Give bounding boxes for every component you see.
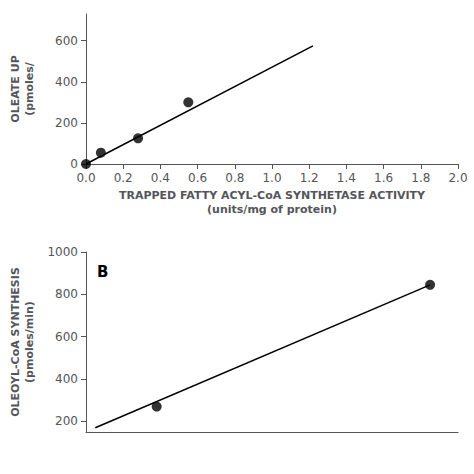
svg-text:OLEATE UP: OLEATE UP [9,55,22,122]
svg-text:1.2: 1.2 [300,171,319,185]
svg-text:1000: 1000 [47,245,78,259]
svg-text:400: 400 [55,75,78,89]
svg-text:1.0: 1.0 [262,171,281,185]
svg-text:B: B [97,263,108,281]
svg-text:TRAPPED FATTY ACYL-CoA SYNTHET: TRAPPED FATTY ACYL-CoA SYNTHETASE ACTIVI… [119,189,426,202]
svg-text:0.6: 0.6 [188,171,207,185]
svg-text:400: 400 [55,372,78,386]
svg-text:0.8: 0.8 [225,171,244,185]
svg-text:1.8: 1.8 [411,171,430,185]
svg-text:600: 600 [55,330,78,344]
svg-text:200: 200 [55,414,78,428]
svg-text:0.4: 0.4 [151,171,170,185]
svg-text:1.4: 1.4 [337,171,356,185]
svg-text:0: 0 [70,157,78,171]
svg-text:OLEOYL-CoA SYNTHESIS: OLEOYL-CoA SYNTHESIS [9,267,22,417]
svg-text:800: 800 [55,287,78,301]
svg-text:2.0: 2.0 [448,171,467,185]
svg-text:0.2: 0.2 [114,171,133,185]
svg-text:(units/mg of protein): (units/mg of protein) [207,203,337,216]
svg-text:600: 600 [55,34,78,48]
svg-text:0.0: 0.0 [76,171,95,185]
svg-text:1.6: 1.6 [374,171,393,185]
svg-text:(pmoles/: (pmoles/ [23,61,36,116]
svg-text:(pmoles/min): (pmoles/min) [23,301,36,383]
svg-text:200: 200 [55,116,78,130]
